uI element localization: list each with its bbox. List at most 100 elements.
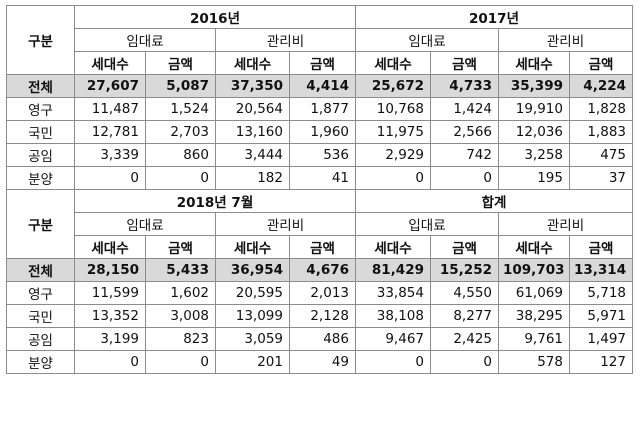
table-cell: 578 — [498, 350, 570, 374]
table-cell: 195 — [498, 166, 570, 190]
table-cell: 3,199 — [74, 327, 146, 351]
table-cell: 20,564 — [215, 97, 290, 121]
table-cell: 0 — [145, 166, 216, 190]
table-cell: 5,718 — [569, 281, 633, 305]
row-label: 공임 — [6, 327, 75, 351]
table-cell: 38,295 — [498, 304, 570, 328]
group-header: 관리비 — [498, 212, 633, 236]
table-cell: 486 — [289, 327, 356, 351]
row-label: 국민 — [6, 304, 75, 328]
table-cell: 19,910 — [498, 97, 570, 121]
table-cell: 5,971 — [569, 304, 633, 328]
table-cell: 38,108 — [355, 304, 431, 328]
table-cell: 11,975 — [355, 120, 431, 144]
table-cell: 13,314 — [569, 258, 633, 282]
sub-header: 세대수 — [498, 235, 570, 259]
table-cell: 0 — [74, 350, 146, 374]
table-cell: 1,877 — [289, 97, 356, 121]
sub-header: 금액 — [569, 51, 633, 75]
row-label: 분양 — [6, 166, 75, 190]
table-cell: 13,352 — [74, 304, 146, 328]
table-cell: 9,761 — [498, 327, 570, 351]
table-cell: 27,607 — [74, 74, 146, 98]
table-cell: 8,277 — [430, 304, 499, 328]
table-cell: 109,703 — [498, 258, 570, 282]
gubun-header: 구분 — [6, 5, 75, 75]
table-row: 전체 28,150 5,433 36,954 4,676 81,429 15,252 109,… — [6, 258, 633, 282]
table-cell: 61,069 — [498, 281, 570, 305]
group-header: 관리비 — [215, 212, 356, 236]
table-cell: 3,444 — [215, 143, 290, 167]
sub-header: 금액 — [145, 51, 216, 75]
table-cell: 742 — [430, 143, 499, 167]
table-cell: 2,128 — [289, 304, 356, 328]
table-cell: 0 — [430, 350, 499, 374]
header-row-groups: 임대료 관리비 입대료 관리비 — [7, 212, 633, 236]
table-cell: 81,429 — [355, 258, 431, 282]
table-cell: 0 — [355, 350, 431, 374]
table-row: 영구 11,487 1,524 20,564 1,877 10,768 1,424 19,91… — [6, 97, 633, 121]
table-cell: 15,252 — [430, 258, 499, 282]
table-row: 분양 0 0 201 49 0 0 578 127 — [6, 350, 633, 374]
sub-header: 세대수 — [215, 235, 290, 259]
table-cell: 3,008 — [145, 304, 216, 328]
table-cell: 0 — [430, 166, 499, 190]
table-row: 분양 0 0 182 41 0 0 195 37 — [6, 166, 633, 190]
table-cell: 1,602 — [145, 281, 216, 305]
table-row: 영구 11,599 1,602 20,595 2,013 33,854 4,550 61,06… — [6, 281, 633, 305]
row-label: 영구 — [6, 281, 75, 305]
table-cell: 13,160 — [215, 120, 290, 144]
table-cell: 4,550 — [430, 281, 499, 305]
table-cell: 182 — [215, 166, 290, 190]
gubun-header: 구분 — [6, 189, 75, 259]
table-cell: 4,733 — [430, 74, 499, 98]
table-cell: 9,467 — [355, 327, 431, 351]
table-cell: 20,595 — [215, 281, 290, 305]
header-row-subs: 세대수 금액 세대수 금액 세대수 금액 세대수 금액 — [7, 235, 633, 259]
header-row-subs: 세대수 금액 세대수 금액 세대수 금액 세대수 금액 — [7, 51, 633, 75]
table-cell: 12,036 — [498, 120, 570, 144]
sub-header: 금액 — [430, 235, 499, 259]
row-label: 영구 — [6, 97, 75, 121]
table-cell: 823 — [145, 327, 216, 351]
row-label: 분양 — [6, 350, 75, 374]
table-cell: 25,672 — [355, 74, 431, 98]
table-cell: 475 — [569, 143, 633, 167]
table-cell: 4,224 — [569, 74, 633, 98]
sub-header: 금액 — [430, 51, 499, 75]
sub-header: 세대수 — [74, 235, 146, 259]
table-cell: 41 — [289, 166, 356, 190]
sub-header: 금액 — [289, 51, 356, 75]
table-cell: 3,059 — [215, 327, 290, 351]
table-cell: 36,954 — [215, 258, 290, 282]
statistics-table: 구분 2016년 2017년 임대료 관리비 임대료 관리비 세대수 금액 세대수 금액 세대수 금액 세… — [6, 5, 633, 374]
table-cell: 860 — [145, 143, 216, 167]
table-row: 전체 27,607 5,087 37,350 4,414 25,672 4,733 35,39… — [6, 74, 633, 98]
sub-header: 세대수 — [215, 51, 290, 75]
group-header: 입대료 — [355, 212, 499, 236]
year-header: 합계 — [355, 189, 633, 213]
table-cell: 2,566 — [430, 120, 499, 144]
group-header: 임대료 — [74, 28, 216, 52]
table-cell: 35,399 — [498, 74, 570, 98]
table-cell: 13,099 — [215, 304, 290, 328]
sub-header: 세대수 — [355, 235, 431, 259]
sub-header: 세대수 — [355, 51, 431, 75]
year-header: 2017년 — [355, 5, 633, 29]
sub-header: 금액 — [569, 235, 633, 259]
table-cell: 1,883 — [569, 120, 633, 144]
table-cell: 37,350 — [215, 74, 290, 98]
table-cell: 1,497 — [569, 327, 633, 351]
group-header: 관리비 — [498, 28, 633, 52]
group-header: 임대료 — [74, 212, 216, 236]
table-cell: 201 — [215, 350, 290, 374]
row-label: 전체 — [6, 74, 75, 98]
header-row-groups: 임대료 관리비 임대료 관리비 — [7, 28, 633, 52]
table-cell: 10,768 — [355, 97, 431, 121]
sub-header: 세대수 — [74, 51, 146, 75]
table-cell: 1,524 — [145, 97, 216, 121]
row-label: 전체 — [6, 258, 75, 282]
group-header: 임대료 — [355, 28, 499, 52]
table-cell: 1,960 — [289, 120, 356, 144]
header-row-years: 구분 2016년 2017년 — [6, 5, 633, 75]
